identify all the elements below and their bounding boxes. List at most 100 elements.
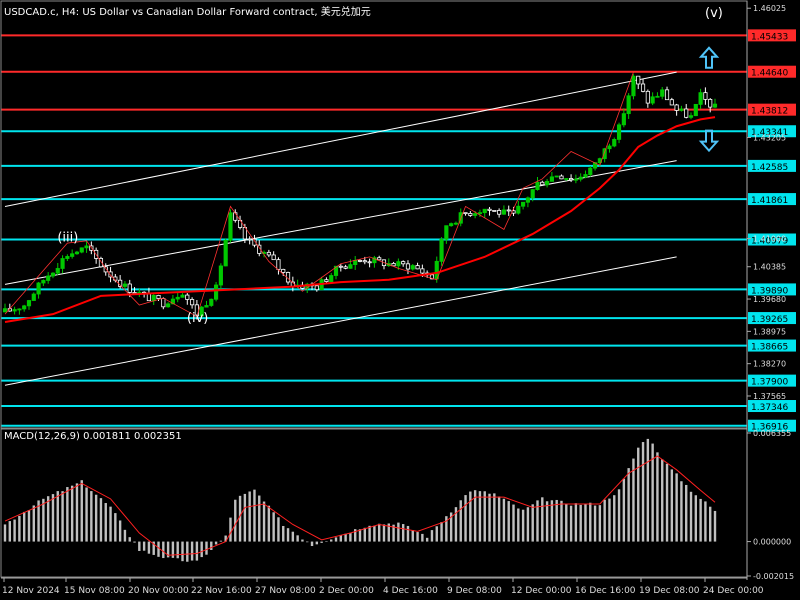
macd-signal-line bbox=[4, 455, 716, 556]
macd-bar bbox=[675, 473, 678, 542]
macd-bar bbox=[531, 504, 534, 542]
macd-bar bbox=[445, 516, 448, 542]
support-tag bbox=[748, 193, 796, 206]
candle-body bbox=[161, 298, 166, 308]
candle-body bbox=[377, 257, 382, 261]
macd-bar bbox=[13, 519, 16, 542]
macd-bar bbox=[521, 509, 525, 542]
candle-body bbox=[679, 108, 684, 111]
macd-bar bbox=[75, 483, 79, 542]
support-label: 1.39890 bbox=[751, 286, 788, 296]
support-label: 1.39265 bbox=[751, 315, 788, 325]
macd-bar bbox=[282, 525, 285, 542]
candle-body bbox=[640, 83, 646, 92]
macd-bar bbox=[579, 504, 582, 542]
candle-body bbox=[664, 89, 670, 101]
x-tick-label: 24 Dec 00:00 bbox=[703, 586, 764, 596]
candle-body bbox=[530, 189, 535, 199]
candle-body bbox=[367, 261, 372, 264]
candle-body bbox=[218, 265, 223, 286]
candle-body bbox=[655, 95, 660, 98]
x-tick-label: 12 Nov 2024 bbox=[2, 586, 60, 596]
support-tag bbox=[748, 125, 796, 138]
macd-bar bbox=[171, 541, 175, 558]
resistance-tag bbox=[748, 29, 796, 42]
candle-body bbox=[612, 139, 617, 147]
macd-bar bbox=[411, 530, 414, 542]
macd-bar bbox=[334, 537, 338, 542]
macd-bar bbox=[665, 463, 669, 542]
macd-bar bbox=[138, 541, 141, 551]
macd-bar bbox=[85, 487, 88, 542]
candle-body bbox=[578, 176, 583, 180]
macd-title: MACD(12,26,9) 0.001811 0.002351 bbox=[4, 431, 182, 442]
macd-bar bbox=[27, 510, 31, 542]
candle-body bbox=[261, 251, 267, 254]
macd-bar bbox=[545, 501, 549, 542]
macd-bar bbox=[330, 539, 333, 542]
macd-bar bbox=[205, 541, 208, 555]
macd-bar bbox=[488, 493, 491, 542]
macd-bar bbox=[541, 497, 544, 542]
x-tick-label: 15 Nov 08:00 bbox=[64, 586, 125, 596]
candle-body bbox=[650, 96, 655, 104]
macd-bar bbox=[502, 498, 506, 542]
arrow-down-icon bbox=[698, 129, 720, 153]
macd-bar bbox=[94, 494, 98, 542]
macd-bar bbox=[99, 498, 103, 542]
candle-body bbox=[497, 210, 502, 215]
candle-body bbox=[492, 210, 497, 212]
candle-body bbox=[482, 208, 487, 214]
candle-body bbox=[151, 294, 156, 302]
candle-body bbox=[199, 306, 204, 317]
macd-bar bbox=[526, 507, 530, 542]
candle-body bbox=[209, 298, 214, 306]
candle-body bbox=[468, 213, 473, 216]
macd-bar bbox=[617, 489, 621, 542]
chart-title: USDCAD.c, H4: US Dollar vs Canadian Doll… bbox=[4, 7, 371, 18]
candle-body bbox=[391, 263, 396, 267]
macd-bar bbox=[493, 493, 496, 542]
candle-body bbox=[607, 145, 612, 150]
macd-bar bbox=[291, 531, 295, 542]
support-tag bbox=[748, 312, 796, 325]
candle-body bbox=[693, 103, 698, 117]
candle-body bbox=[712, 103, 718, 108]
macd-bar bbox=[363, 527, 366, 542]
x-tick-label: 19 Dec 08:00 bbox=[639, 586, 700, 596]
candle-body bbox=[429, 274, 435, 280]
macd-bar bbox=[8, 521, 11, 542]
macd-bar bbox=[176, 541, 179, 559]
macd-bar bbox=[670, 469, 674, 542]
candle-body bbox=[185, 294, 190, 300]
macd-bar bbox=[536, 500, 539, 542]
y-tick-label: 1.38270 bbox=[753, 360, 786, 369]
candle-body bbox=[74, 251, 80, 255]
resistance-label: 1.43812 bbox=[751, 107, 788, 117]
candle-body bbox=[65, 256, 70, 259]
macd-bar bbox=[685, 484, 688, 542]
candle-body bbox=[516, 205, 521, 214]
macd-bar bbox=[152, 541, 155, 555]
candle-body bbox=[684, 108, 689, 118]
candle-body bbox=[190, 299, 195, 306]
macd-bar bbox=[214, 541, 218, 545]
macd-bar bbox=[267, 505, 271, 542]
candle-body bbox=[170, 298, 175, 305]
macd-bar bbox=[478, 491, 482, 542]
candle-body bbox=[343, 266, 348, 269]
candle-body bbox=[127, 283, 132, 293]
macd-bar bbox=[512, 504, 515, 542]
candle-body bbox=[674, 104, 679, 111]
y-tick-label: 1.46025 bbox=[753, 4, 786, 13]
macd-y-tick-label: -0.002015 bbox=[753, 572, 794, 581]
candle-body bbox=[79, 247, 84, 253]
macd-bar bbox=[382, 524, 386, 542]
macd-bar bbox=[315, 541, 319, 545]
candle-body bbox=[103, 266, 108, 273]
macd-y-tick-label: 0.000000 bbox=[753, 538, 791, 547]
macd-bar bbox=[248, 491, 251, 542]
macd-bar bbox=[200, 541, 203, 558]
macd-bar bbox=[90, 491, 93, 542]
